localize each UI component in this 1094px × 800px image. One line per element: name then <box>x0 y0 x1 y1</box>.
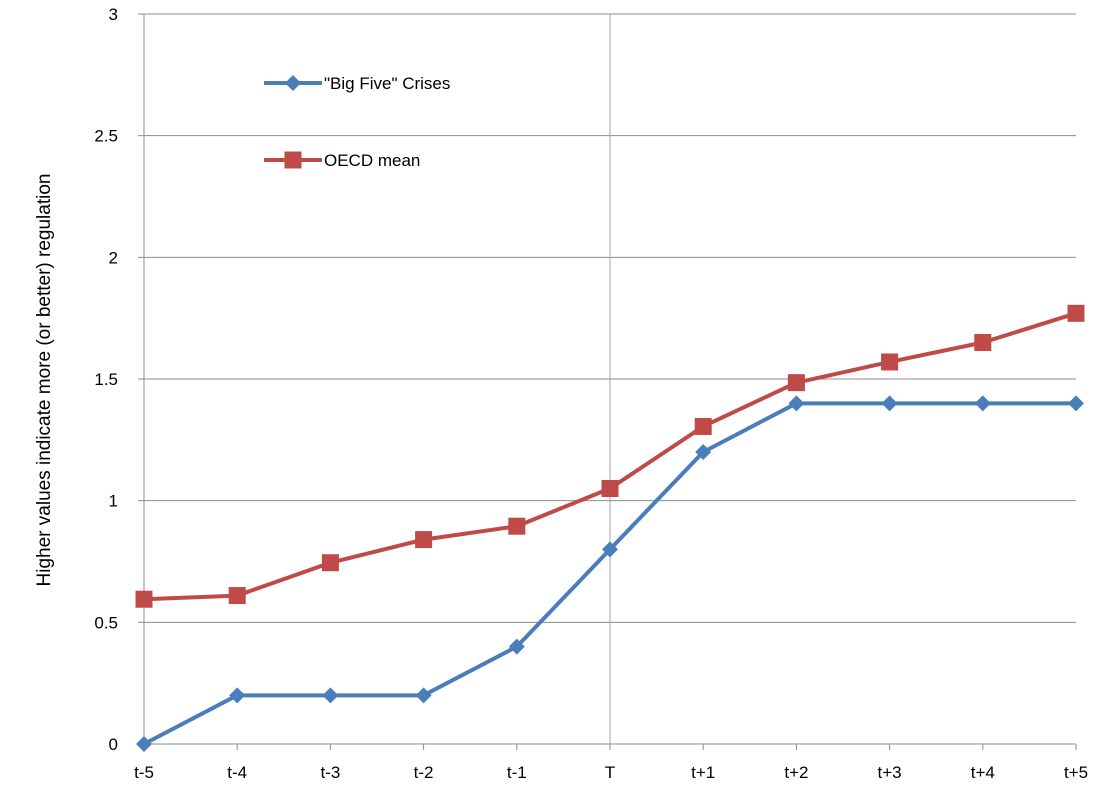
legend-square-marker <box>284 151 302 169</box>
data-point <box>228 587 246 605</box>
x-tick-label: T <box>605 763 615 782</box>
data-point <box>508 517 526 535</box>
x-tick-label: t-4 <box>227 763 247 782</box>
data-point <box>788 395 805 412</box>
y-tick-label: 0 <box>109 735 118 754</box>
series-big-five-crises <box>136 395 1084 752</box>
axes <box>138 13 1077 750</box>
x-tick-label: t+2 <box>784 763 808 782</box>
legend-diamond-marker <box>285 75 301 91</box>
legend-label: OECD mean <box>324 151 420 170</box>
data-point <box>508 638 525 655</box>
x-tick-label: t+5 <box>1064 763 1088 782</box>
data-point <box>415 531 433 549</box>
data-point <box>881 395 898 412</box>
data-point <box>1067 304 1085 322</box>
series-oecd-mean <box>135 304 1085 608</box>
data-point <box>974 395 991 412</box>
y-axis-title: Higher values indicate more (or better) … <box>34 174 55 587</box>
data-point <box>694 417 712 435</box>
data-point <box>321 554 339 572</box>
data-point <box>1068 395 1084 412</box>
x-tick-label: t-1 <box>507 763 527 782</box>
data-point <box>601 480 619 497</box>
x-tick-label: t+3 <box>878 763 902 782</box>
gridlines <box>144 13 1076 744</box>
y-tick-label: 2.5 <box>94 127 118 146</box>
y-tick-labels: 0 0.5 1 1.5 2 2.5 3 <box>94 5 118 754</box>
data-point <box>415 687 432 704</box>
x-tick-label: t+1 <box>691 763 715 782</box>
data-point <box>322 687 339 704</box>
legend-item: "Big Five" Crises <box>264 74 450 93</box>
x-tick-label: t-5 <box>134 763 154 782</box>
data-point <box>229 687 246 704</box>
legend-label: "Big Five" Crises <box>324 74 450 93</box>
data-point <box>881 353 899 371</box>
x-tick-label: t-3 <box>320 763 340 782</box>
legend-item: OECD mean <box>264 151 420 170</box>
y-tick-label: 1 <box>109 492 118 511</box>
x-tick-label: t-2 <box>414 763 434 782</box>
data-point <box>695 444 712 460</box>
data-point <box>602 541 618 558</box>
data-point <box>135 590 153 608</box>
y-tick-label: 0.5 <box>94 613 118 632</box>
data-point <box>974 334 992 351</box>
y-tick-label: 1.5 <box>94 370 118 389</box>
data-point <box>787 374 805 392</box>
legend: "Big Five" Crises OECD mean <box>264 74 450 170</box>
y-tick-label: 2 <box>109 248 118 267</box>
y-tick-label: 3 <box>109 5 118 24</box>
x-tick-label: t+4 <box>971 763 995 782</box>
data-point <box>136 736 152 752</box>
data-series <box>135 304 1085 752</box>
